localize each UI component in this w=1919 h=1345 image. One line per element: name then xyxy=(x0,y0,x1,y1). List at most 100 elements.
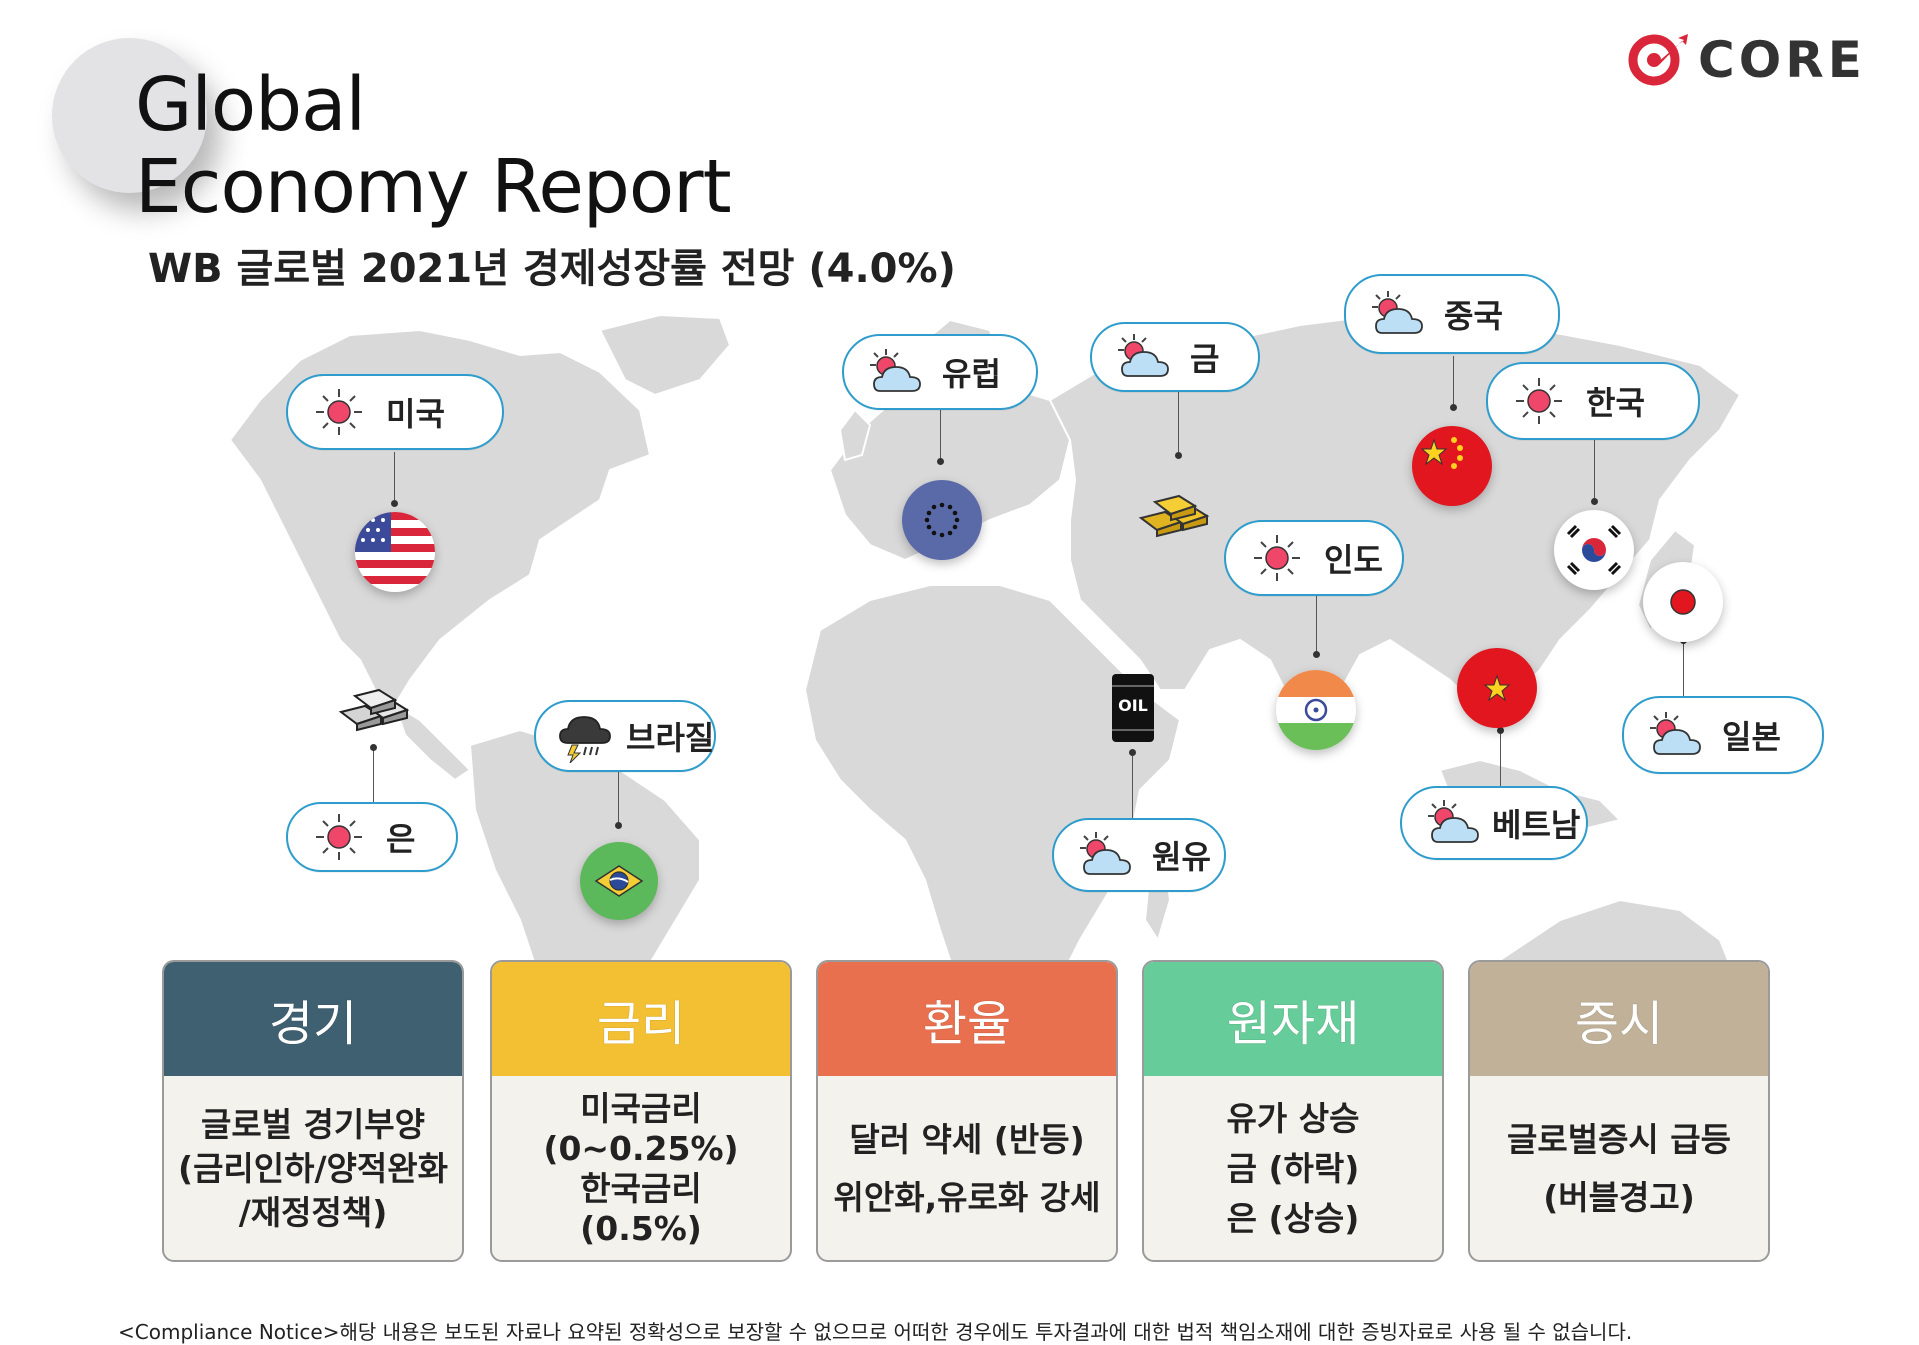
callout-brazil: 브라질 xyxy=(534,700,716,772)
callout-india: 인도 xyxy=(1224,520,1404,596)
callout-label: 중국 xyxy=(1444,297,1503,335)
callout-usa: 미국 xyxy=(286,374,504,450)
card-line: (금리인하/양적완화 xyxy=(177,1149,448,1188)
sun-icon xyxy=(316,389,362,435)
card-head: 증시 xyxy=(1470,962,1768,1076)
callout-label: 베트남 xyxy=(1492,806,1581,844)
card-interest-rate: 금리 미국금리 (0~0.25%) 한국금리 (0.5%) xyxy=(490,960,792,1262)
card-commodities: 원자재 유가 상승 금 (하락) 은 (상승) xyxy=(1142,960,1444,1262)
card-line: 유가 상승 xyxy=(1226,1099,1360,1138)
continent-africa xyxy=(803,584,1182,1032)
leader-china xyxy=(1453,356,1454,406)
callout-label: 금 xyxy=(1190,340,1220,378)
card-head: 원자재 xyxy=(1144,962,1442,1076)
callout-label: 인도 xyxy=(1324,541,1383,579)
india-flag-icon xyxy=(1276,670,1356,750)
card-line: 은 (상승) xyxy=(1226,1199,1360,1238)
leader-silver xyxy=(373,750,374,810)
card-line: 위안화,유로화 강세 xyxy=(833,1178,1101,1217)
card-line: 글로벌증시 급등 xyxy=(1506,1120,1731,1159)
page-subtitle: WB 글로벌 2021년 경제성장률 전망 (4.0%) xyxy=(148,246,956,292)
leader-dot-india xyxy=(1313,651,1320,658)
sun-icon xyxy=(1254,535,1300,581)
card-body: 글로벌 경기부양 (금리인하/양적완화 /재정정책) xyxy=(164,1076,462,1260)
sun-cloud-icon xyxy=(1650,712,1701,755)
logo-text: CORE xyxy=(1698,31,1866,89)
leader-dot-gold xyxy=(1175,452,1182,459)
compliance-notice: <Compliance Notice>해당 내용은 보도된 자료나 요약된 정확… xyxy=(118,1320,1633,1344)
leader-japan xyxy=(1683,640,1684,702)
sun-cloud-icon xyxy=(1372,291,1423,334)
callout-label: 한국 xyxy=(1586,384,1645,422)
sun-cloud-icon xyxy=(870,349,921,392)
title-line-1: Global xyxy=(135,62,366,148)
leader-europe xyxy=(940,408,941,462)
card-line: (0.5%) xyxy=(580,1209,702,1248)
card-line: /재정정책) xyxy=(238,1193,388,1232)
card-head: 환율 xyxy=(818,962,1116,1076)
card-body: 달러 약세 (반등) 위안화,유로화 강세 xyxy=(818,1076,1116,1260)
leader-korea xyxy=(1594,440,1595,502)
leader-brazil xyxy=(618,770,619,826)
card-line: (버블경고) xyxy=(1543,1178,1695,1217)
leader-dot-brazil xyxy=(615,822,622,829)
leader-oil xyxy=(1132,752,1133,822)
callout-label: 브라질 xyxy=(626,719,715,757)
oil-barrel-icon: OIL xyxy=(1108,672,1158,744)
title-line-2: Economy Report xyxy=(135,144,732,230)
callout-china: 중국 xyxy=(1344,274,1560,354)
callout-japan: 일본 xyxy=(1622,696,1824,774)
leader-dot-silver xyxy=(370,744,377,751)
oil-label: OIL xyxy=(1118,696,1148,715)
callout-silver: 은 xyxy=(286,802,458,872)
continent-greenland xyxy=(598,313,732,397)
continent-central-america xyxy=(393,702,472,782)
sun-cloud-icon xyxy=(1428,800,1479,843)
sun-icon xyxy=(316,814,362,860)
card-line: 미국금리 xyxy=(580,1089,702,1128)
vietnam-flag-icon xyxy=(1457,648,1537,728)
leader-dot-oil xyxy=(1129,749,1136,756)
leader-dot-vietnam xyxy=(1497,727,1504,734)
card-line: 글로벌 경기부양 xyxy=(200,1105,425,1144)
china-flag-icon xyxy=(1412,426,1492,506)
storm-cloud-icon xyxy=(559,716,611,763)
card-line: (0~0.25%) xyxy=(543,1129,739,1168)
card-head: 금리 xyxy=(492,962,790,1076)
card-line: 금 (하락) xyxy=(1226,1149,1360,1188)
leader-dot-usa xyxy=(391,500,398,507)
leader-gold xyxy=(1178,390,1179,455)
sun-cloud-icon xyxy=(1118,334,1169,377)
callout-gold: 금 xyxy=(1090,322,1260,392)
core-logo-icon xyxy=(1628,34,1688,86)
card-stock-market: 증시 글로벌증시 급등 (버블경고) xyxy=(1468,960,1770,1262)
usa-flag-icon xyxy=(355,512,435,592)
brazil-flag-icon xyxy=(580,842,658,920)
callout-vietnam: 베트남 xyxy=(1400,786,1588,860)
callout-label: 미국 xyxy=(386,395,445,433)
card-line: 한국금리 xyxy=(580,1169,702,1208)
sun-cloud-icon xyxy=(1080,832,1131,875)
card-exchange-rate: 환율 달러 약세 (반등) 위안화,유로화 강세 xyxy=(816,960,1118,1262)
callout-label: 유럽 xyxy=(942,355,1001,393)
callout-label: 일본 xyxy=(1722,718,1781,756)
callout-korea: 한국 xyxy=(1486,362,1700,440)
leader-dot-europe xyxy=(937,458,944,465)
leader-dot-china xyxy=(1450,404,1457,411)
leader-dot-korea xyxy=(1591,498,1598,505)
card-economy: 경기 글로벌 경기부양 (금리인하/양적완화 /재정정책) xyxy=(162,960,464,1262)
callout-label: 은 xyxy=(386,820,416,858)
page-title: Global Economy Report xyxy=(135,62,732,230)
continent-uk xyxy=(838,408,872,462)
callout-europe: 유럽 xyxy=(842,334,1038,410)
eu-flag-icon xyxy=(902,480,982,560)
card-line: 달러 약세 (반등) xyxy=(849,1120,1085,1159)
leader-vietnam xyxy=(1500,730,1501,790)
sun-icon xyxy=(1516,378,1562,424)
leader-india xyxy=(1316,596,1317,654)
card-body: 미국금리 (0~0.25%) 한국금리 (0.5%) xyxy=(492,1076,790,1260)
decorative-circle xyxy=(52,38,207,193)
leader-usa xyxy=(394,452,395,504)
card-head: 경기 xyxy=(164,962,462,1076)
card-body: 글로벌증시 급등 (버블경고) xyxy=(1470,1076,1768,1260)
